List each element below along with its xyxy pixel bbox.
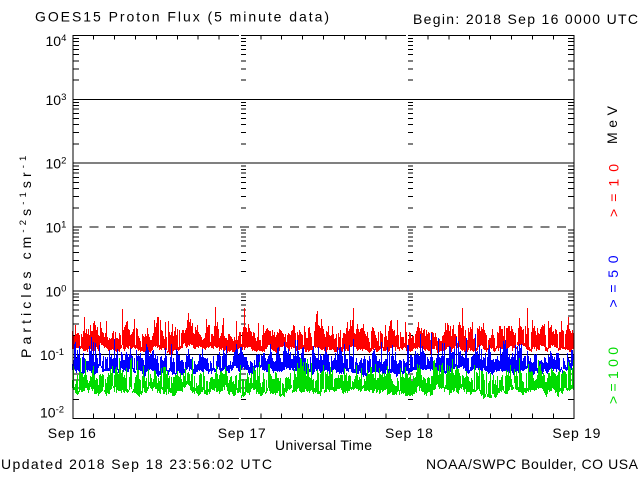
svg-text:Begin: 2018 Sep 16 0000 UTC: Begin: 2018 Sep 16 0000 UTC (413, 11, 638, 27)
svg-text:Sep 17: Sep 17 (218, 425, 266, 441)
svg-text:Universal Time: Universal Time (275, 437, 372, 453)
svg-text:Sep 18: Sep 18 (385, 425, 433, 441)
svg-text:Sep 16: Sep 16 (48, 425, 96, 441)
svg-text:Particles cm-2s-1sr-1: Particles cm-2s-1sr-1 (18, 152, 34, 358)
svg-text:Updated 2018 Sep 18 23:56:02 U: Updated 2018 Sep 18 23:56:02 UTC (1, 456, 272, 472)
svg-text:NOAA/SWPC Boulder, CO USA: NOAA/SWPC Boulder, CO USA (426, 456, 639, 472)
svg-text:Sep 19: Sep 19 (552, 425, 600, 441)
svg-text:MeV: MeV (604, 105, 620, 144)
svg-text:GOES15 Proton Flux (5 minute d: GOES15 Proton Flux (5 minute data) (35, 9, 329, 25)
svg-text:>=100: >=100 (605, 347, 621, 404)
